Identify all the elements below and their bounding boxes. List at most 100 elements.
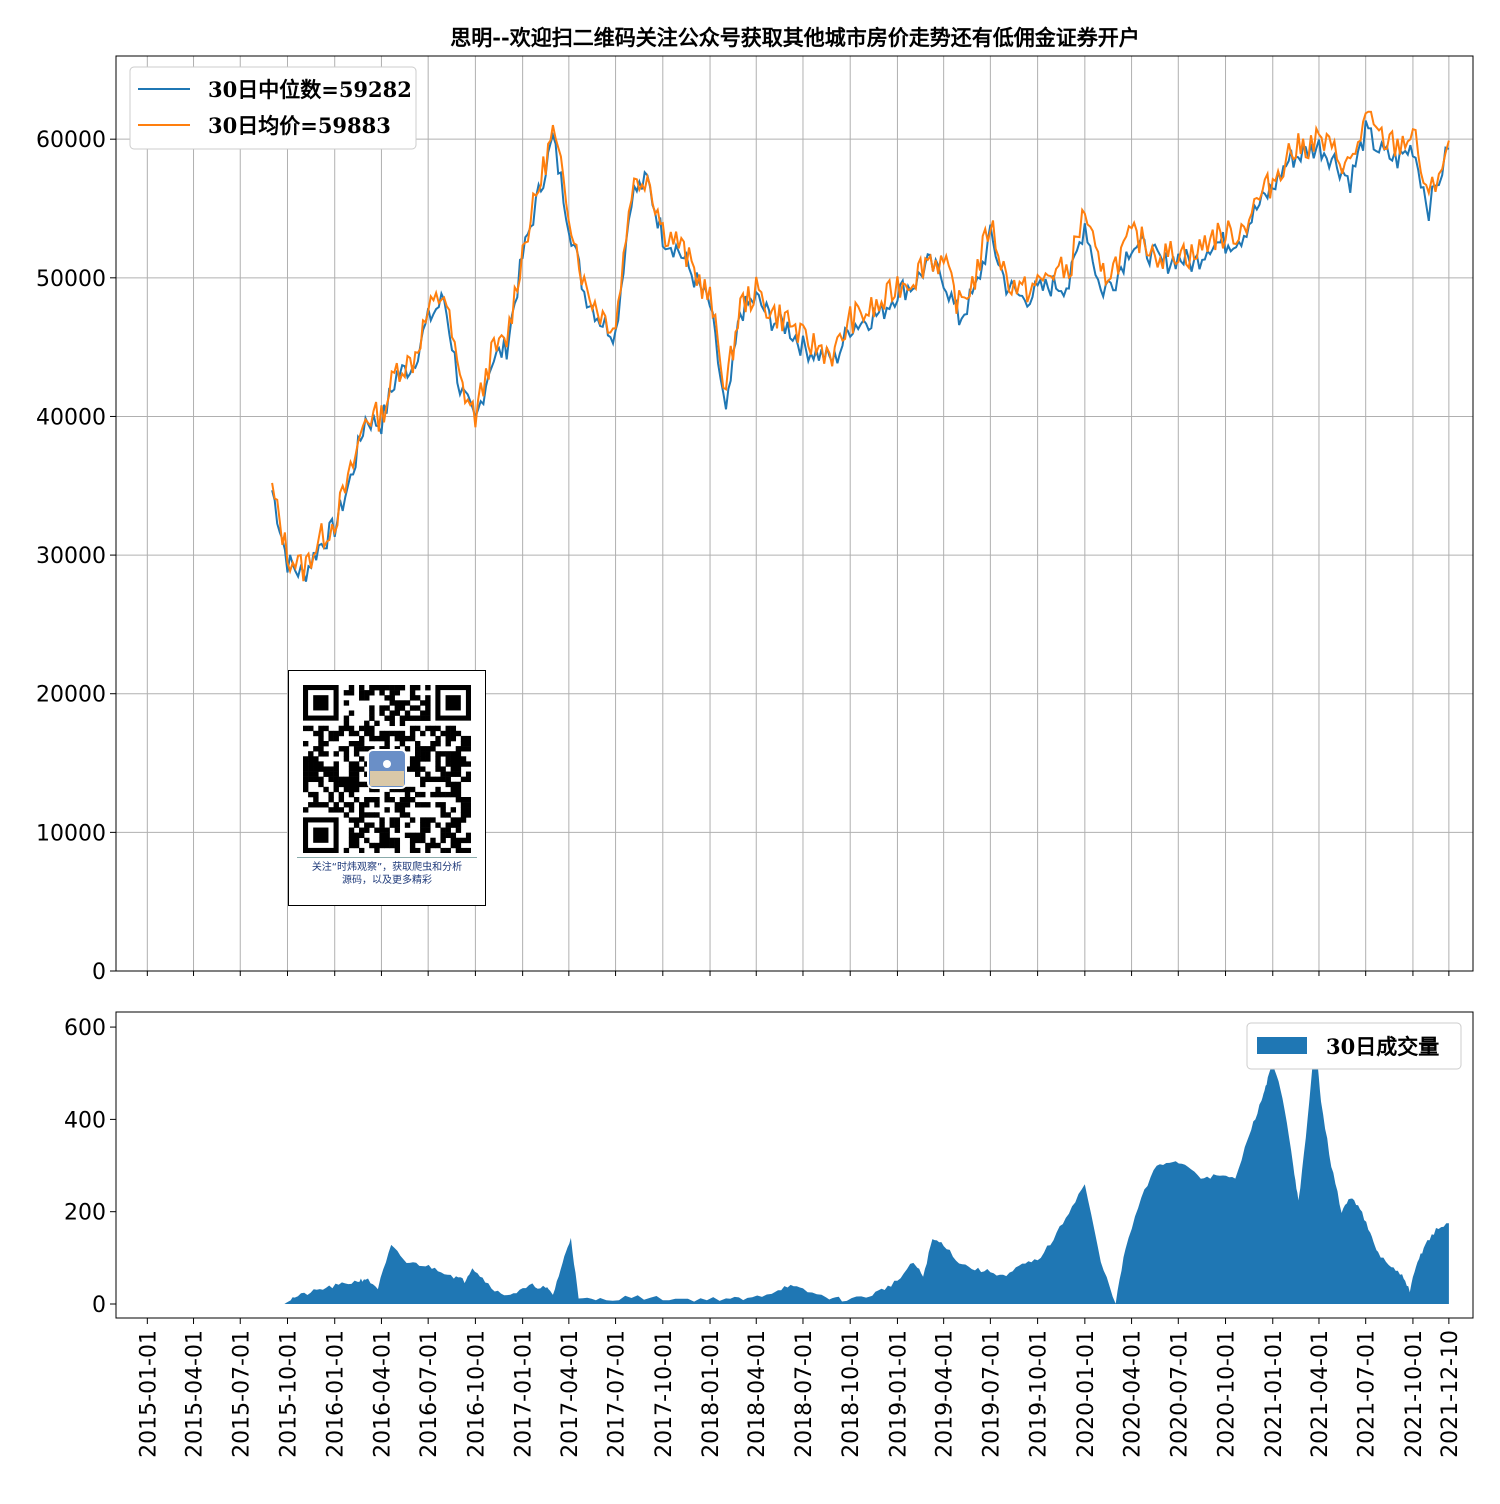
qr-module — [348, 781, 355, 788]
qr-module — [420, 781, 426, 788]
qr-module — [415, 751, 421, 757]
qr-module — [343, 802, 350, 808]
qr-module — [440, 827, 446, 833]
qr-module — [338, 797, 345, 803]
qr-module — [394, 730, 401, 737]
x-tick-label: 2017-10-01 — [652, 1330, 677, 1458]
qr-module — [333, 771, 339, 777]
qr-module — [313, 802, 319, 808]
qr-module — [374, 685, 380, 691]
qr-module — [364, 695, 370, 701]
qr-module — [420, 837, 426, 844]
qr-module — [369, 715, 375, 721]
qr-module — [440, 832, 446, 839]
x-tick-label: 2021-04-01 — [1308, 1330, 1333, 1458]
qr-module — [384, 807, 390, 813]
qr-module — [450, 822, 457, 828]
qr-module — [435, 761, 441, 767]
qr-module — [348, 725, 355, 732]
qr-module — [455, 761, 462, 767]
qr-module — [435, 786, 441, 793]
qr-module — [353, 761, 360, 767]
qr-module — [430, 746, 436, 752]
volume-chart-frame — [115, 1011, 1474, 1319]
qr-module — [420, 715, 426, 721]
qr-module — [425, 685, 431, 691]
qr-module — [313, 756, 319, 762]
qr-module — [333, 776, 339, 783]
qr-module — [465, 802, 471, 808]
x-tick-label: 2018-10-01 — [839, 1330, 864, 1458]
qr-module — [389, 837, 395, 844]
qr-module — [338, 791, 345, 798]
qr-module — [415, 741, 421, 747]
qr-module — [445, 771, 451, 777]
qr-module — [415, 725, 421, 732]
qr-module — [404, 802, 411, 808]
qr-module — [420, 832, 426, 839]
qr-module — [409, 730, 416, 737]
qr-module — [343, 786, 350, 793]
qr-code-icon — [303, 685, 471, 853]
qr-module — [374, 786, 380, 793]
qr-module — [465, 776, 471, 783]
qr-module — [435, 756, 441, 762]
qr-finder-core — [313, 695, 329, 711]
qr-module — [323, 741, 329, 747]
qr-module — [445, 730, 451, 737]
qr-module — [318, 766, 324, 772]
qr-module — [415, 791, 421, 798]
qr-module — [353, 837, 360, 844]
qr-module — [425, 715, 431, 721]
qr-module — [308, 751, 314, 757]
x-tick-label: 2019-10-01 — [1027, 1330, 1052, 1458]
legend-volume-swatch — [1257, 1037, 1307, 1054]
qr-module — [409, 837, 416, 844]
x-tick-label: 2016-01-01 — [324, 1330, 349, 1458]
price-chart-series — [271, 110, 1450, 582]
qr-module — [409, 695, 416, 701]
x-tick-label: 2021-07-01 — [1355, 1330, 1380, 1458]
qr-module — [440, 776, 446, 783]
qr-module — [409, 756, 416, 762]
qr-module — [369, 822, 375, 828]
qr-module — [425, 822, 431, 828]
qr-module — [389, 786, 395, 793]
x-tick-label: 2019-07-01 — [979, 1330, 1004, 1458]
qr-module — [364, 827, 370, 833]
qr-module — [374, 827, 380, 833]
qr-module — [425, 842, 431, 849]
qr-module — [359, 725, 365, 732]
qr-module — [399, 700, 406, 706]
qr-module — [404, 746, 411, 752]
qr-module — [369, 710, 375, 716]
qr-module — [394, 802, 401, 808]
x-tick-label: 2018-01-01 — [699, 1330, 724, 1458]
qr-module — [318, 776, 324, 783]
x-tick-label: 2019-04-01 — [933, 1330, 958, 1458]
y-tick-label: 30000 — [36, 544, 106, 569]
qr-module — [369, 685, 375, 691]
qr-module — [435, 822, 441, 828]
qr-module — [389, 797, 395, 803]
qr-module — [384, 735, 390, 742]
qr-module — [389, 822, 395, 828]
qr-module — [415, 685, 421, 691]
qr-module — [409, 761, 416, 767]
qr-module — [379, 690, 385, 696]
qr-module — [394, 837, 401, 844]
qr-module — [415, 837, 421, 844]
qr-module — [364, 746, 370, 752]
qr-module — [343, 756, 350, 762]
qr-module — [353, 781, 360, 788]
qr-module — [348, 807, 355, 813]
qr-module — [318, 781, 324, 788]
price-chart-legend: 30日中位数=59282 30日均价=59883 — [129, 66, 417, 150]
qr-module — [369, 746, 375, 752]
qr-module — [394, 685, 401, 691]
qr-module — [460, 797, 467, 803]
qr-module — [455, 797, 462, 803]
qr-module — [328, 791, 334, 798]
qr-module — [445, 832, 451, 839]
